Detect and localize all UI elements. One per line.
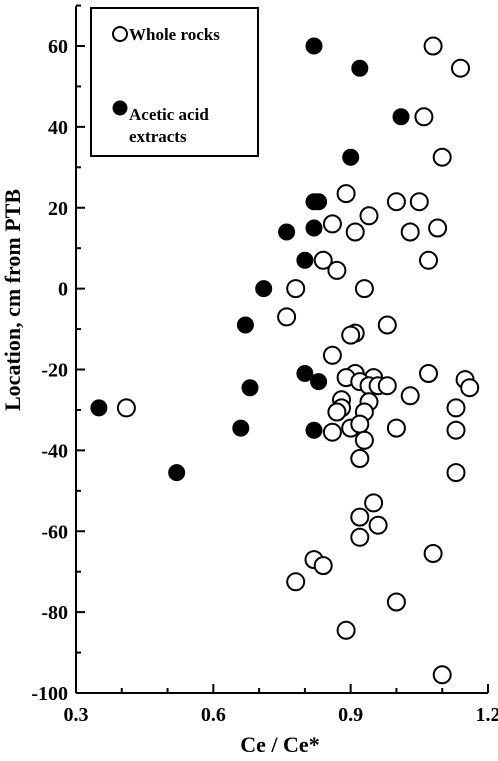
acetic-acid-extract-point <box>305 219 323 237</box>
legend-open-circle-icon <box>112 26 128 42</box>
whole-rock-point <box>350 414 370 434</box>
whole-rock-point <box>277 307 297 327</box>
x-tick-label: 0.9 <box>338 704 363 726</box>
whole-rock-point <box>414 107 434 127</box>
y-tick-label: -20 <box>41 360 68 382</box>
acetic-acid-extract-point <box>310 193 328 211</box>
whole-rock-point <box>359 206 379 226</box>
whole-rock-point <box>336 184 356 204</box>
whole-rock-point <box>423 544 443 563</box>
legend-label-whole-rocks: Whole rocks <box>129 25 220 44</box>
x-tick-label: 1.2 <box>476 704 498 726</box>
whole-rock-point <box>313 556 333 576</box>
acetic-acid-extract-point <box>310 373 328 391</box>
whole-rock-point <box>446 420 466 440</box>
whole-rock-point <box>377 315 397 335</box>
whole-rock-point <box>354 430 374 450</box>
acetic-acid-extract-point <box>351 59 369 77</box>
whole-rock-point <box>341 325 361 345</box>
plot-frame <box>75 6 488 694</box>
acetic-acid-extract-point <box>296 365 314 382</box>
acetic-acid-extract-point <box>278 223 296 241</box>
whole-rock-point <box>432 665 452 685</box>
whole-rock-point <box>409 192 429 212</box>
legend: Whole rocks Acetic acid extracts <box>90 7 259 157</box>
y-tick-label: 60 <box>48 36 68 58</box>
whole-rock-point <box>313 250 333 270</box>
x-axis-ticks: 0.3 0.6 0.9 1.2 <box>64 684 498 726</box>
whole-rock-point <box>364 493 384 513</box>
y-tick-label: -60 <box>41 521 68 543</box>
whole-rock-point <box>386 192 406 212</box>
whole-rock-point <box>322 345 342 365</box>
acetic-acid-extract-point <box>255 280 273 298</box>
y-tick-label: 40 <box>48 117 68 139</box>
whole-rock-point <box>451 58 470 78</box>
data-points <box>90 36 480 685</box>
acetic-acid-extract-point <box>232 419 250 437</box>
acetic-acid-extract-point <box>168 464 186 482</box>
acetic-acid-extract-point <box>305 37 323 55</box>
acetic-acid-extract-point <box>90 399 108 417</box>
acetic-acid-extract-point <box>392 108 410 126</box>
y-tick-label: 20 <box>48 198 68 220</box>
whole-rock-point <box>116 398 136 418</box>
whole-rock-point <box>350 449 370 468</box>
whole-rock-point <box>428 218 448 238</box>
x-tick-label: 0.6 <box>201 704 226 726</box>
whole-rock-point <box>322 214 342 234</box>
x-axis-title: Ce / Ce* <box>240 732 319 757</box>
whole-rock-point <box>286 279 306 299</box>
acetic-acid-extract-point <box>296 251 314 269</box>
whole-rock-point <box>327 402 347 422</box>
y-tick-label: -100 <box>31 683 68 705</box>
whole-rock-point <box>286 572 306 592</box>
whole-rock-point <box>419 364 438 383</box>
legend-label-acetic-acid-extracts: Acetic acid extracts <box>129 105 213 146</box>
whole-rock-point <box>446 463 466 483</box>
whole-rock-point <box>336 620 356 640</box>
whole-rock-point <box>345 222 365 242</box>
whole-rock-point <box>432 147 452 167</box>
x-tick-label: 0.3 <box>64 704 89 726</box>
whole-rock-point <box>423 36 443 56</box>
whole-rock-point <box>419 250 438 270</box>
whole-rock-point <box>350 527 370 547</box>
whole-rock-point <box>400 222 420 242</box>
acetic-acid-extract-point <box>342 148 360 166</box>
whole-rock-point <box>460 378 480 398</box>
whole-rock-point <box>322 422 342 442</box>
acetic-acid-extract-point <box>241 379 259 397</box>
whole-rock-point <box>400 386 420 406</box>
whole-rock-point <box>386 418 406 438</box>
y-tick-label: -40 <box>41 440 68 462</box>
whole-rock-point <box>327 260 347 280</box>
whole-rock-point <box>377 376 397 396</box>
whole-rock-point <box>354 279 374 299</box>
y-axis-ticks: 60 40 20 0 -20 -40 -60 -80 -100 <box>31 4 85 705</box>
whole-rock-point <box>446 398 466 418</box>
whole-rock-point <box>386 592 406 612</box>
acetic-acid-extract-point <box>305 421 323 439</box>
legend-filled-circle-icon <box>112 100 128 116</box>
whole-rock-point <box>350 507 370 527</box>
y-tick-label: -80 <box>41 602 68 624</box>
acetic-acid-extract-point <box>236 316 254 334</box>
y-tick-label: 0 <box>58 279 68 301</box>
y-axis-title: Location, cm from PTB <box>0 189 25 411</box>
whole-rock-point <box>368 515 388 535</box>
